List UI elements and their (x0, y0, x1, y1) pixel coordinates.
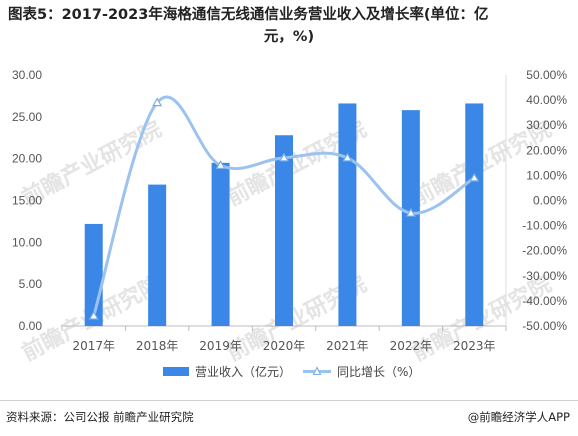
y-left-tick-label: 10.00 (12, 235, 42, 249)
y-right-tick-label: -50.00% (522, 319, 567, 333)
x-tick-label: 2023年 (453, 339, 496, 353)
y-right-tick-label: 30.00% (526, 118, 567, 132)
growth-point (405, 207, 416, 217)
y-right-tick-label: 20.00% (526, 143, 567, 157)
growth-point (152, 97, 163, 107)
growth-point (215, 160, 226, 169)
growth-point (342, 152, 353, 162)
y-left-tick-label: 0.00 (19, 319, 43, 333)
chart-title-line2: 元，%) (263, 29, 315, 45)
bar-revenue (275, 135, 293, 326)
x-tick-label: 2020年 (263, 339, 306, 353)
y-left-tick-label: 30.00 (12, 68, 42, 82)
y-right-tick-label: 50.00% (526, 68, 567, 82)
x-tick-label: 2021年 (326, 339, 369, 353)
y-right-tick-label: -40.00% (522, 294, 567, 308)
bar-revenue (465, 103, 484, 327)
x-tick-label: 2022年 (390, 339, 433, 353)
brand-credit: @前瞻经济学人APP (467, 410, 570, 424)
chart-title: 图表5：2017-2023年海格通信无线通信业务营业收入及增长率(单位：亿 元，… (8, 4, 570, 48)
y-left-tick-label: 5.00 (19, 277, 43, 291)
legend-label-growth: 同比增长（%） (337, 365, 420, 379)
bar-revenue (401, 110, 420, 326)
y-right-tick-label: -30.00% (522, 269, 567, 283)
source-note: 资料来源：公司公报 前瞻产业研究院 (6, 410, 194, 424)
y-right-tick-label: -20.00% (522, 244, 567, 258)
growth-point (469, 172, 480, 182)
y-right-tick-label: 10.00% (526, 168, 567, 182)
y-left-tick-label: 25.00 (12, 110, 42, 124)
legend-marker-growth (312, 366, 322, 376)
bar-revenue (338, 103, 357, 327)
legend-swatch-revenue (163, 367, 189, 376)
y-left-tick-label: 20.00 (12, 152, 42, 166)
x-tick-label: 2017年 (72, 339, 115, 353)
y-right-tick-label: -10.00% (522, 219, 567, 233)
footer: 资料来源：公司公报 前瞻产业研究院 @前瞻经济学人APP (0, 400, 578, 436)
y-left-tick-label: 15.00 (12, 194, 42, 208)
y-right-tick-label: 0.00% (533, 194, 567, 208)
y-right-tick-label: 40.00% (526, 93, 567, 107)
bar-revenue (211, 162, 230, 326)
x-tick-label: 2019年 (199, 339, 242, 353)
chart-title-line1: 图表5：2017-2023年海格通信无线通信业务营业收入及增长率(单位：亿 (8, 7, 489, 23)
growth-point (278, 152, 290, 162)
chart-area: 前瞻产业研究院前瞻产业研究院前瞻产业研究院前瞻产业研究院前瞻产业研究院前瞻产业研… (12, 68, 567, 379)
x-tick-label: 2018年 (136, 339, 179, 353)
growth-line (92, 95, 476, 318)
growth-point (88, 310, 99, 320)
bar-revenue (148, 184, 167, 326)
legend-label-revenue: 营业收入（亿元） (195, 364, 291, 379)
